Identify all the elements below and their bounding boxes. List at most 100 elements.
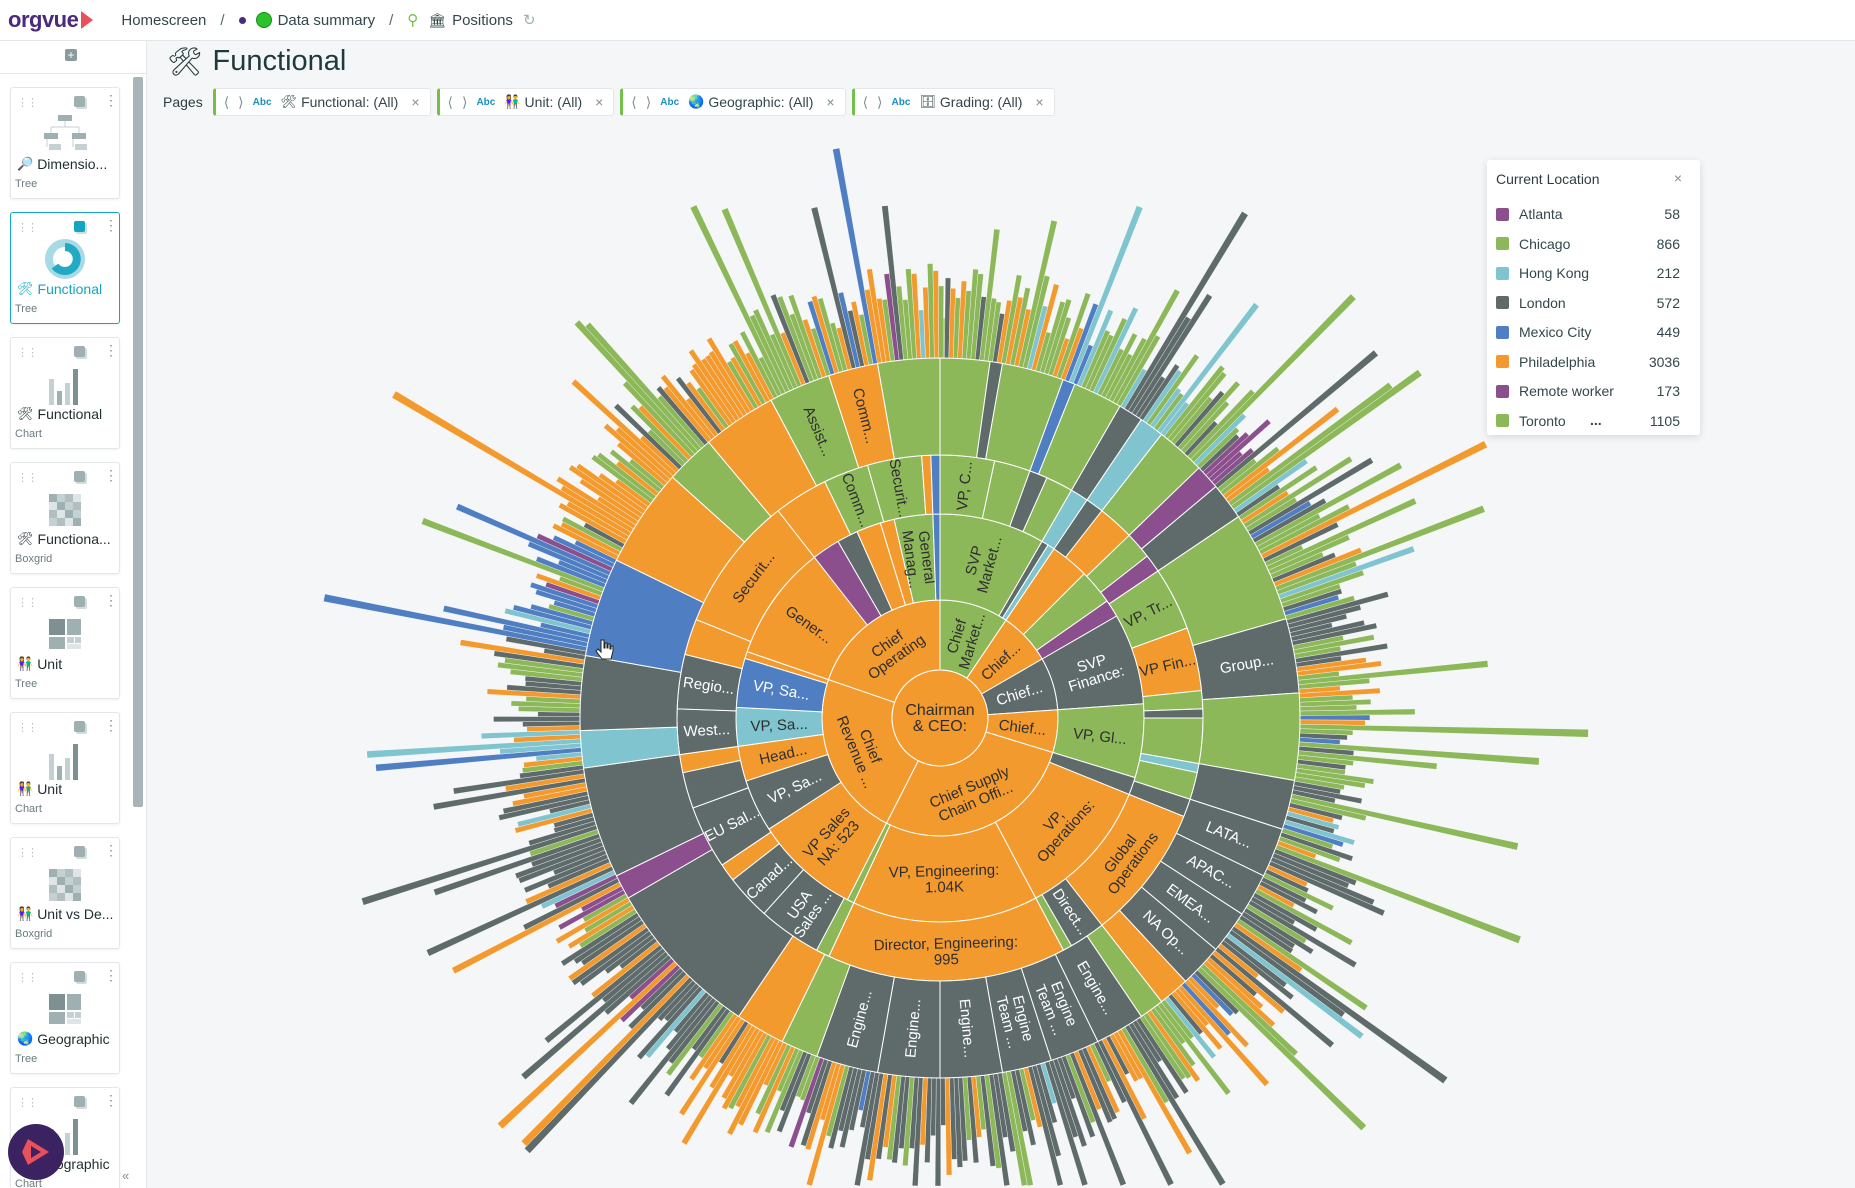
orgvue-logo[interactable]: orgvue (8, 7, 94, 33)
duplicate-icon[interactable] (74, 846, 85, 857)
duplicate-icon[interactable] (74, 596, 85, 607)
next-icon[interactable]: ⟩ (645, 93, 652, 110)
breadcrumb-positions[interactable]: Positions (452, 11, 513, 29)
legend-item[interactable]: Philadelphia 3036 (1496, 352, 1680, 372)
view-card[interactable]: ⋮⋮ ⋮ 🛠 Functional Tree (10, 212, 120, 324)
leaf-segment[interactable] (1124, 211, 1249, 412)
close-legend-icon[interactable]: × (1673, 170, 1682, 186)
legend-item[interactable]: Chicago 866 (1496, 234, 1680, 254)
legend-item[interactable]: Hong Kong 212 (1496, 263, 1680, 283)
filter-chip[interactable]: ⟨ ⟩ Abc 🛠 Functional: (All) × (212, 88, 431, 116)
refresh-icon[interactable]: ↻ (522, 12, 536, 29)
remove-filter-icon[interactable]: × (1035, 94, 1044, 110)
filter-label[interactable]: Functional: (All) (301, 94, 399, 110)
breadcrumb-homescreen[interactable]: Homescreen (121, 11, 207, 29)
duplicate-icon[interactable] (74, 971, 85, 982)
filter-chip[interactable]: ⟨ ⟩ Abc 🗄 Grading: (All) × (851, 88, 1055, 116)
remove-filter-icon[interactable]: × (411, 94, 420, 110)
view-card-type: Tree (15, 303, 38, 315)
filter-label[interactable]: Grading: (All) (939, 94, 1023, 110)
view-card-type: Chart (15, 428, 42, 440)
more-options-icon[interactable]: ⋮ (104, 217, 118, 233)
leaf-segment[interactable] (1231, 925, 1448, 1084)
legend-item[interactable]: Mexico City 449 (1496, 322, 1680, 342)
leaf-segment[interactable] (574, 319, 699, 455)
duplicate-icon[interactable] (74, 346, 85, 357)
drag-handle-icon[interactable]: ⋮⋮ (17, 597, 38, 609)
more-options-icon[interactable]: ⋮ (104, 967, 118, 983)
remove-filter-icon[interactable]: × (595, 94, 604, 110)
legend-item[interactable]: London 572 (1496, 293, 1680, 313)
more-options-icon[interactable]: ⋮ (104, 342, 118, 358)
legend-item[interactable]: Toronto 1105 (1496, 411, 1680, 431)
view-card-list[interactable]: ⋮⋮ ⋮ 🔎 Dimensio... Tree ⋮⋮ ⋮ 🛠 Functional Tree ⋮⋮ ⋮… (0, 74, 132, 1188)
more-options-icon[interactable]: ⋮ (104, 717, 118, 733)
filter-chip[interactable]: ⟨ ⟩ Abc 👫 Unit: (All) × (436, 88, 615, 116)
leaf-segment[interactable] (493, 716, 581, 723)
duplicate-icon[interactable] (74, 221, 85, 232)
filter-label[interactable]: Unit: (All) (524, 94, 583, 110)
previous-icon[interactable]: ⟨ (631, 93, 637, 110)
sunburst-segment[interactable] (1143, 708, 1204, 719)
drag-handle-icon[interactable]: ⋮⋮ (17, 347, 38, 359)
legend-name: Mexico City (1519, 324, 1592, 340)
drag-handle-icon[interactable]: ⋮⋮ (17, 722, 38, 734)
people-icon: 👫 (17, 906, 34, 921)
duplicate-icon[interactable] (74, 96, 85, 107)
filter-chip[interactable]: ⟨ ⟩ Abc 🌏 Geographic: (All) × (620, 88, 846, 116)
more-options-icon[interactable]: ⋮ (104, 92, 118, 108)
view-card-title: Geographic (37, 1031, 110, 1047)
tools-icon: 🛠 (17, 281, 34, 296)
legend-name: Atlanta (1519, 206, 1563, 222)
leaf-segment[interactable] (940, 1077, 946, 1126)
filter-label[interactable]: Geographic: (All) (708, 94, 814, 110)
previous-icon[interactable]: ⟨ (447, 93, 453, 110)
legend-name: Toronto (1519, 412, 1566, 429)
previous-icon[interactable]: ⟨ (862, 93, 869, 110)
legend-item[interactable]: Remote worker 173 (1496, 381, 1680, 401)
view-card-type: Boxgrid (15, 553, 53, 565)
duplicate-icon[interactable] (74, 471, 85, 482)
people-icon: 👫 (504, 94, 521, 109)
more-options-icon[interactable]: ⋮ (104, 842, 118, 858)
view-card[interactable]: ⋮⋮ ⋮ 🔎 Dimensio... Tree (10, 87, 120, 199)
view-card[interactable]: ⋮⋮ ⋮ 🌏 Geographic Tree (10, 962, 120, 1074)
sunburst-chart[interactable]: Chairman & CEO:ChiefMarket...Chief...Chie… (147, 41, 1855, 1188)
drag-handle-icon[interactable]: ⋮⋮ (17, 97, 38, 109)
view-card[interactable]: ⋮⋮ ⋮ 👫 Unit Chart (10, 712, 120, 824)
leaf-segment[interactable] (938, 285, 944, 359)
sidebar-scrollbar[interactable] (133, 77, 143, 807)
next-icon[interactable]: ⟩ (877, 93, 883, 110)
leaf-segment[interactable] (537, 711, 581, 717)
more-options-icon[interactable]: ⋮ (104, 467, 118, 483)
sunburst-segment[interactable] (930, 454, 941, 515)
duplicate-icon[interactable] (74, 1096, 85, 1107)
legend-more[interactable]: ... (1590, 412, 1602, 428)
collapse-sidebar-button[interactable]: « (122, 1168, 130, 1183)
view-card[interactable]: ⋮⋮ ⋮ 🛠 Functiona... Boxgrid (10, 462, 120, 574)
breadcrumb-data-summary[interactable]: Data summary (277, 11, 376, 29)
drag-handle-icon[interactable]: ⋮⋮ (17, 847, 38, 859)
drag-handle-icon[interactable]: ⋮⋮ (17, 472, 38, 484)
next-icon[interactable]: ⟩ (461, 93, 468, 110)
add-view-button[interactable]: + (65, 49, 77, 61)
view-card[interactable]: ⋮⋮ ⋮ 🛠 Functional Chart (10, 337, 120, 449)
more-options-icon[interactable]: ⋮ (104, 1092, 118, 1108)
next-icon[interactable]: ⟩ (238, 93, 244, 110)
leaf-segment[interactable] (1299, 714, 1371, 721)
duplicate-icon[interactable] (74, 721, 85, 732)
legend-count: 58 (1664, 206, 1680, 222)
drag-handle-icon[interactable]: ⋮⋮ (17, 1097, 38, 1109)
more-options-icon[interactable]: ⋮ (104, 592, 118, 608)
remove-filter-icon[interactable]: × (826, 94, 835, 110)
leaf-segment[interactable] (391, 390, 632, 537)
view-card[interactable]: ⋮⋮ ⋮ 👫 Unit vs De... Boxgrid (10, 837, 120, 949)
previous-icon[interactable]: ⟨ (223, 93, 230, 110)
legend-item[interactable]: Atlanta 58 (1496, 204, 1680, 224)
segment-label: Chief... (998, 717, 1047, 739)
sunburst-segment[interactable] (876, 357, 941, 460)
drag-handle-icon[interactable]: ⋮⋮ (17, 222, 38, 234)
drag-handle-icon[interactable]: ⋮⋮ (17, 972, 38, 984)
view-card[interactable]: ⋮⋮ ⋮ 👫 Unit Tree (10, 587, 120, 699)
orgvue-assistant-button[interactable] (8, 1124, 64, 1180)
